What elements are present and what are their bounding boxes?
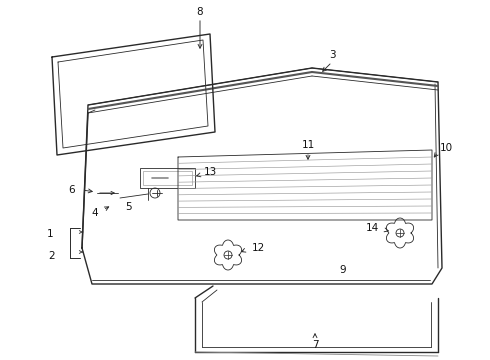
Text: 1: 1: [47, 229, 53, 239]
Text: 10: 10: [440, 143, 453, 153]
Text: 11: 11: [301, 140, 315, 150]
Text: 5: 5: [124, 202, 131, 212]
Text: 2: 2: [49, 251, 55, 261]
Text: 12: 12: [251, 243, 265, 253]
Text: 4: 4: [92, 208, 98, 218]
Text: 3: 3: [329, 50, 335, 60]
Text: 13: 13: [203, 167, 217, 177]
Text: 9: 9: [340, 265, 346, 275]
Text: 7: 7: [312, 340, 318, 350]
Text: 14: 14: [366, 223, 379, 233]
Text: 6: 6: [69, 185, 75, 195]
Text: 8: 8: [196, 7, 203, 17]
